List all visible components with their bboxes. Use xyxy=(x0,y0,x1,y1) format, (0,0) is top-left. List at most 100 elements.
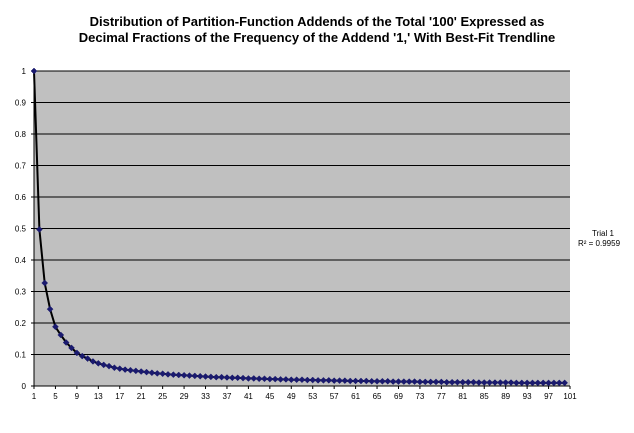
x-tick-label: 17 xyxy=(115,392,124,401)
data-point xyxy=(384,377,392,385)
data-point xyxy=(529,379,536,387)
x-tick-label: 89 xyxy=(501,392,510,401)
data-point xyxy=(362,377,370,385)
data-point xyxy=(218,373,225,381)
chart-title-line-2: Decimal Fractions of the Frequency of th… xyxy=(78,30,556,45)
data-point xyxy=(368,377,376,385)
data-point xyxy=(170,371,177,379)
data-point xyxy=(175,371,183,379)
y-tick-label: 1 xyxy=(22,67,27,76)
data-point xyxy=(228,374,236,382)
x-tick-label: 93 xyxy=(523,392,532,401)
y-tick-label: 0.1 xyxy=(15,351,27,360)
data-point xyxy=(94,359,102,367)
data-point xyxy=(400,378,408,385)
legend-r-squared: R² = 0.9959 xyxy=(578,239,621,248)
data-point xyxy=(518,379,526,387)
data-point xyxy=(448,378,456,386)
data-point xyxy=(164,370,172,378)
data-point xyxy=(223,374,231,381)
data-point xyxy=(523,379,531,387)
data-point xyxy=(159,370,166,378)
y-tick-label: 0.3 xyxy=(15,288,27,297)
data-point xyxy=(62,339,70,346)
data-point xyxy=(277,376,284,383)
y-tick-label: 0.5 xyxy=(15,225,27,234)
data-point xyxy=(491,379,499,386)
chart-title: Distribution of Partition-Function Adden… xyxy=(0,14,634,46)
data-point xyxy=(502,379,510,386)
data-point xyxy=(127,366,134,374)
x-tick-label: 69 xyxy=(394,392,403,401)
data-point xyxy=(73,349,81,357)
data-point xyxy=(68,344,75,352)
legend-series-name: Trial 1 xyxy=(592,229,614,238)
data-point xyxy=(555,379,563,387)
data-point xyxy=(105,362,113,370)
data-point xyxy=(513,379,520,387)
data-point xyxy=(52,323,59,331)
x-tick-label: 1 xyxy=(32,392,37,401)
data-point xyxy=(336,377,343,384)
data-point xyxy=(421,378,429,386)
data-point xyxy=(78,352,86,360)
x-tick-label: 53 xyxy=(308,392,317,401)
gridlines xyxy=(34,70,570,355)
data-point xyxy=(539,379,547,387)
x-tick-label: 57 xyxy=(330,392,339,401)
data-point xyxy=(325,376,333,384)
x-tick-label: 41 xyxy=(244,392,253,401)
data-point xyxy=(245,375,252,382)
x-tick-label: 49 xyxy=(287,392,296,401)
series-markers xyxy=(30,67,568,387)
data-point xyxy=(464,378,472,386)
x-tick-label: 65 xyxy=(373,392,382,401)
data-point xyxy=(271,375,279,383)
data-point xyxy=(545,379,552,387)
data-point xyxy=(89,358,97,365)
data-point xyxy=(507,379,515,386)
data-point xyxy=(341,377,349,384)
x-tick-label: 85 xyxy=(480,392,489,401)
data-point xyxy=(550,379,558,387)
data-point xyxy=(443,378,451,386)
y-axis-ticks: 0 0.1 0.2 0.3 0.4 0.5 0.6 0.7 0.8 0.9 1 xyxy=(15,67,34,391)
x-tick-label: 101 xyxy=(563,392,577,401)
data-point xyxy=(250,375,258,382)
data-point xyxy=(111,364,118,372)
data-point xyxy=(480,379,488,386)
data-point xyxy=(153,370,161,377)
data-point xyxy=(84,355,91,362)
data-point xyxy=(304,376,311,384)
x-tick-label: 37 xyxy=(223,392,232,401)
data-point xyxy=(357,377,365,385)
data-point xyxy=(314,376,322,384)
data-point xyxy=(148,369,156,377)
data-point xyxy=(121,366,129,373)
data-point xyxy=(352,377,359,385)
y-tick-label: 0.8 xyxy=(15,130,27,139)
x-tick-label: 29 xyxy=(180,392,189,401)
data-point xyxy=(379,377,386,385)
data-point xyxy=(405,378,413,385)
data-point xyxy=(191,372,199,380)
data-point xyxy=(438,378,445,386)
data-point xyxy=(116,365,124,373)
x-tick-label: 21 xyxy=(137,392,146,401)
x-tick-label: 45 xyxy=(265,392,274,401)
data-point xyxy=(496,379,504,386)
data-point xyxy=(561,379,568,387)
y-tick-label: 0.7 xyxy=(15,162,27,171)
data-point xyxy=(411,378,418,385)
data-point xyxy=(180,371,188,379)
y-tick-label: 0.6 xyxy=(15,193,27,202)
data-point xyxy=(373,377,381,385)
data-point xyxy=(196,372,204,380)
data-point xyxy=(266,375,274,383)
data-point xyxy=(261,375,268,383)
data-point xyxy=(470,378,477,386)
y-tick-label: 0.4 xyxy=(15,256,27,265)
data-point xyxy=(46,305,54,313)
data-point xyxy=(309,376,317,384)
